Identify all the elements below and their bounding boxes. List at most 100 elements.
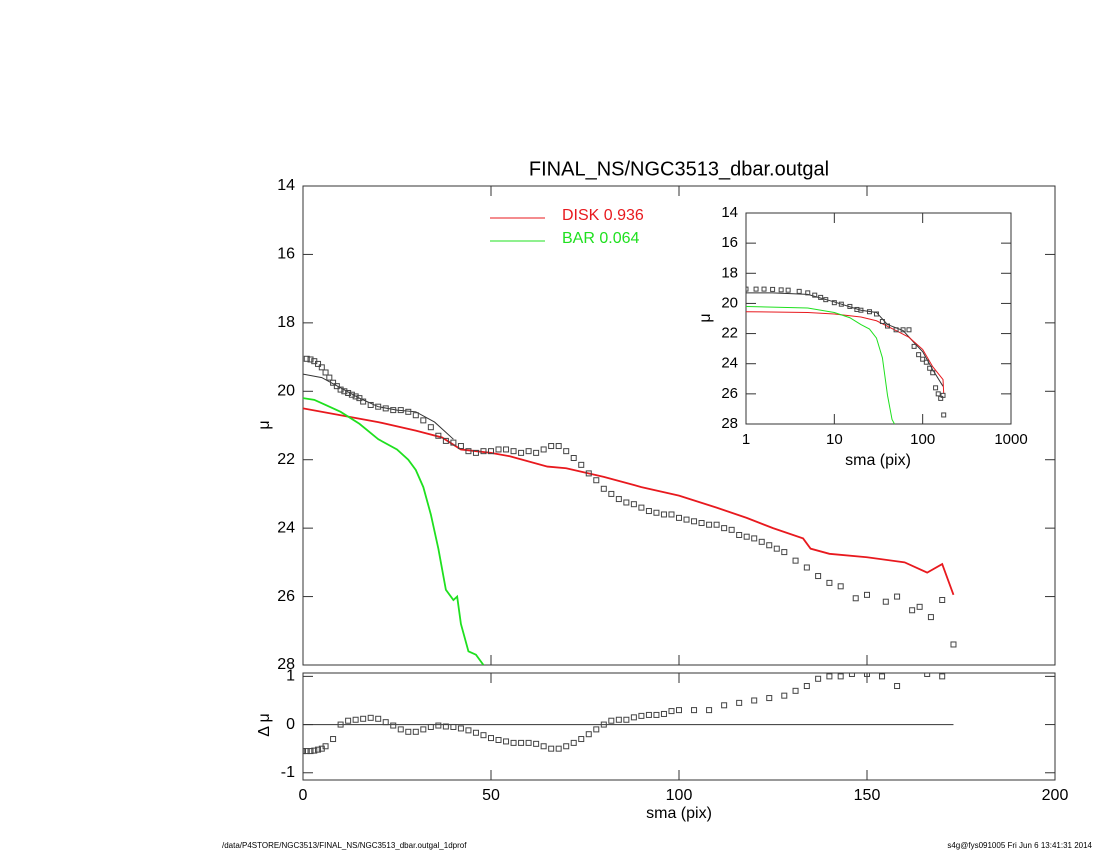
data-point xyxy=(736,531,743,538)
data-point xyxy=(894,593,901,600)
data-point xyxy=(382,405,389,412)
data-point xyxy=(341,388,348,395)
data-point xyxy=(935,391,941,397)
footer-stamp: s4g@fys091005 Fri Jun 6 13:41:31 2014 xyxy=(947,841,1092,850)
x-tick-label: 0 xyxy=(299,787,308,804)
data-point xyxy=(318,364,325,371)
x-tick-label: 100 xyxy=(910,431,935,448)
data-point xyxy=(781,549,788,556)
data-point xyxy=(548,745,555,752)
y-tick-label: 22 xyxy=(721,325,738,342)
data-point xyxy=(442,437,449,444)
data-point xyxy=(420,726,427,733)
data-point xyxy=(480,732,487,739)
data-point xyxy=(390,407,397,414)
legend-label: DISK 0.936 xyxy=(562,207,644,224)
data-point xyxy=(826,673,833,680)
chart-title: FINAL_NS/NGC3513_dbar.outgal xyxy=(529,158,829,180)
data-point xyxy=(457,725,464,732)
y-tick-label: 22 xyxy=(277,451,295,468)
data-point xyxy=(326,374,333,381)
data-point xyxy=(660,710,667,717)
y-tick-label: 0 xyxy=(286,716,295,733)
data-point xyxy=(939,596,946,603)
data-point xyxy=(909,607,916,614)
data-point xyxy=(630,714,637,721)
data-point xyxy=(593,726,600,733)
data-point xyxy=(570,455,577,462)
y-tick-label: 14 xyxy=(277,177,295,194)
y-tick-label: 28 xyxy=(721,415,738,432)
data-point xyxy=(623,716,630,723)
y-tick-label: 14 xyxy=(721,204,738,221)
component-line xyxy=(303,407,955,596)
data-point xyxy=(548,443,555,450)
model-line xyxy=(746,292,944,387)
data-point xyxy=(837,673,844,680)
component-line xyxy=(303,397,485,665)
data-point xyxy=(645,711,652,718)
data-point xyxy=(882,598,889,605)
data-point xyxy=(916,603,923,610)
data-point xyxy=(812,292,818,298)
data-point xyxy=(360,715,367,722)
data-point xyxy=(930,370,936,376)
x-tick-label: 100 xyxy=(666,787,693,804)
data-point xyxy=(518,449,525,456)
data-point xyxy=(773,545,780,552)
data-point xyxy=(792,557,799,564)
data-point xyxy=(770,286,776,292)
y-tick-label: 20 xyxy=(277,383,295,400)
data-point xyxy=(345,389,352,396)
data-point xyxy=(815,573,822,580)
data-point xyxy=(307,748,314,755)
data-point xyxy=(668,708,675,715)
x-tick-label: 200 xyxy=(1042,787,1069,804)
data-point xyxy=(698,520,705,527)
data-point xyxy=(303,355,310,362)
data-point xyxy=(585,470,592,477)
data-point xyxy=(939,673,946,680)
data-point xyxy=(879,319,885,325)
data-point xyxy=(311,747,318,754)
data-point xyxy=(578,736,585,743)
data-point xyxy=(728,526,735,533)
data-point xyxy=(480,448,487,455)
data-point xyxy=(457,443,464,450)
data-point xyxy=(450,439,457,446)
data-point xyxy=(540,743,547,750)
data-point xyxy=(691,518,698,525)
data-point xyxy=(823,297,829,303)
data-point xyxy=(927,614,934,621)
data-point xyxy=(900,327,906,333)
data-point xyxy=(608,490,615,497)
data-point xyxy=(600,485,607,492)
x-axis-label: sma (pix) xyxy=(646,805,712,822)
x-axis-label: sma (pix) xyxy=(845,452,911,469)
data-point xyxy=(713,521,720,528)
data-point xyxy=(375,715,382,722)
data-point xyxy=(721,702,728,709)
data-point xyxy=(578,461,585,468)
y-tick-label: 18 xyxy=(721,264,738,281)
data-point xyxy=(563,743,570,750)
data-point xyxy=(706,521,713,528)
data-point xyxy=(472,729,479,736)
y-tick-label: 20 xyxy=(721,294,738,311)
data-point xyxy=(322,743,329,750)
data-point xyxy=(676,707,682,714)
data-point xyxy=(503,738,510,745)
y-axis-label: μ xyxy=(256,420,273,429)
data-point xyxy=(911,343,917,349)
y-tick-label: 24 xyxy=(277,519,295,536)
data-point xyxy=(420,417,427,424)
component-line xyxy=(746,305,895,424)
data-point xyxy=(924,673,931,677)
data-point xyxy=(435,722,442,729)
data-point xyxy=(831,300,837,306)
data-point xyxy=(303,748,310,755)
model-line xyxy=(303,373,454,440)
y-axis-label: Δ μ xyxy=(256,713,273,736)
data-point xyxy=(352,716,359,723)
data-point xyxy=(864,591,870,598)
